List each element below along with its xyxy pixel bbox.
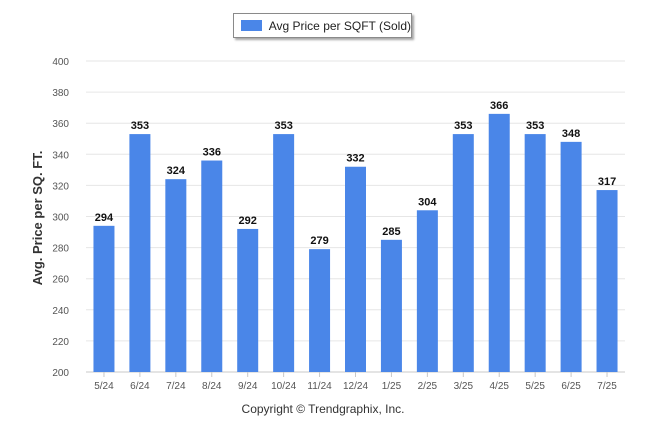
y-tick-label: 400 <box>52 57 69 68</box>
bar-3/25[interactable] <box>452 134 474 372</box>
bar-7/24[interactable] <box>165 179 187 372</box>
x-tick-label: 4/25 <box>489 381 509 392</box>
bar-5/25[interactable] <box>524 134 546 372</box>
bar-6/24[interactable] <box>129 134 151 372</box>
y-tick-label: 220 <box>52 337 69 348</box>
legend-label: Avg Price per SQFT (Sold) <box>268 18 411 33</box>
bar-11/24[interactable] <box>309 249 331 372</box>
x-tick-label: 12/24 <box>343 381 368 392</box>
y-axis-ticks: 200 220 240 260 280 300 320 340 360 380 400 <box>52 57 69 379</box>
bar-9/24[interactable] <box>237 228 259 372</box>
x-tick-label: 7/25 <box>597 381 617 392</box>
value-label: 317 <box>598 176 616 188</box>
value-label: 336 <box>203 147 221 159</box>
bar-10/24[interactable] <box>273 134 295 372</box>
x-tick-label: 11/24 <box>307 381 332 392</box>
x-tick-label: 5/25 <box>525 381 545 392</box>
bars <box>93 113 618 373</box>
bar-8/24[interactable] <box>201 160 223 372</box>
bar-1/25[interactable] <box>380 239 402 372</box>
x-tick-label: 6/24 <box>130 381 150 392</box>
value-label: 353 <box>131 120 149 132</box>
value-label: 294 <box>95 212 114 224</box>
x-tick-label: 2/25 <box>418 381 438 392</box>
x-axis-ticks: 5/24 6/24 7/24 8/24 9/24 10/24 11/24 12/24 1/25 2… <box>94 372 617 392</box>
y-tick-label: 240 <box>52 306 69 317</box>
x-tick-label: 6/25 <box>561 381 581 392</box>
x-tick-label: 8/24 <box>202 381 222 392</box>
value-label: 353 <box>526 120 544 132</box>
y-tick-label: 300 <box>52 213 69 224</box>
bar-4/25[interactable] <box>488 113 510 373</box>
x-tick-label: 7/24 <box>166 381 186 392</box>
x-tick-label: 1/25 <box>382 381 402 392</box>
chart-legend[interactable]: Avg Price per SQFT (Sold) <box>233 13 412 38</box>
bar-2/25[interactable] <box>416 210 438 372</box>
bar-6/25[interactable] <box>560 141 582 372</box>
bar-5/24[interactable] <box>93 225 115 372</box>
y-tick-label: 320 <box>52 181 69 192</box>
value-label: 366 <box>490 100 508 112</box>
y-tick-label: 280 <box>52 244 69 255</box>
value-label: 332 <box>346 153 364 165</box>
y-tick-label: 360 <box>52 119 69 130</box>
y-axis-title: Avg. Price per SQ. FT. <box>30 151 45 286</box>
y-tick-label: 260 <box>52 275 69 286</box>
y-tick-label: 340 <box>52 150 69 161</box>
value-label: 304 <box>418 196 437 208</box>
legend-swatch <box>241 20 262 31</box>
x-tick-label: 9/24 <box>238 381 258 392</box>
x-tick-label: 3/25 <box>454 381 474 392</box>
value-label: 353 <box>454 120 472 132</box>
y-tick-label: 200 <box>52 368 69 379</box>
value-label: 324 <box>167 165 186 177</box>
bar-7/25[interactable] <box>596 190 618 372</box>
x-tick-label: 5/24 <box>94 381 114 392</box>
value-label: 348 <box>562 128 580 140</box>
value-label: 292 <box>239 215 257 227</box>
value-label: 353 <box>274 120 292 132</box>
x-tick-label: 10/24 <box>271 381 296 392</box>
y-tick-label: 380 <box>52 88 69 99</box>
value-labels: 294 353 324 336 292 353 279 332 285 304 353 366 353 3… <box>95 100 616 247</box>
value-label: 279 <box>310 235 328 247</box>
value-label: 285 <box>382 226 400 238</box>
bar-12/24[interactable] <box>345 166 366 372</box>
copyright-footer: Copyright © Trendgraphix, Inc. <box>241 402 405 416</box>
